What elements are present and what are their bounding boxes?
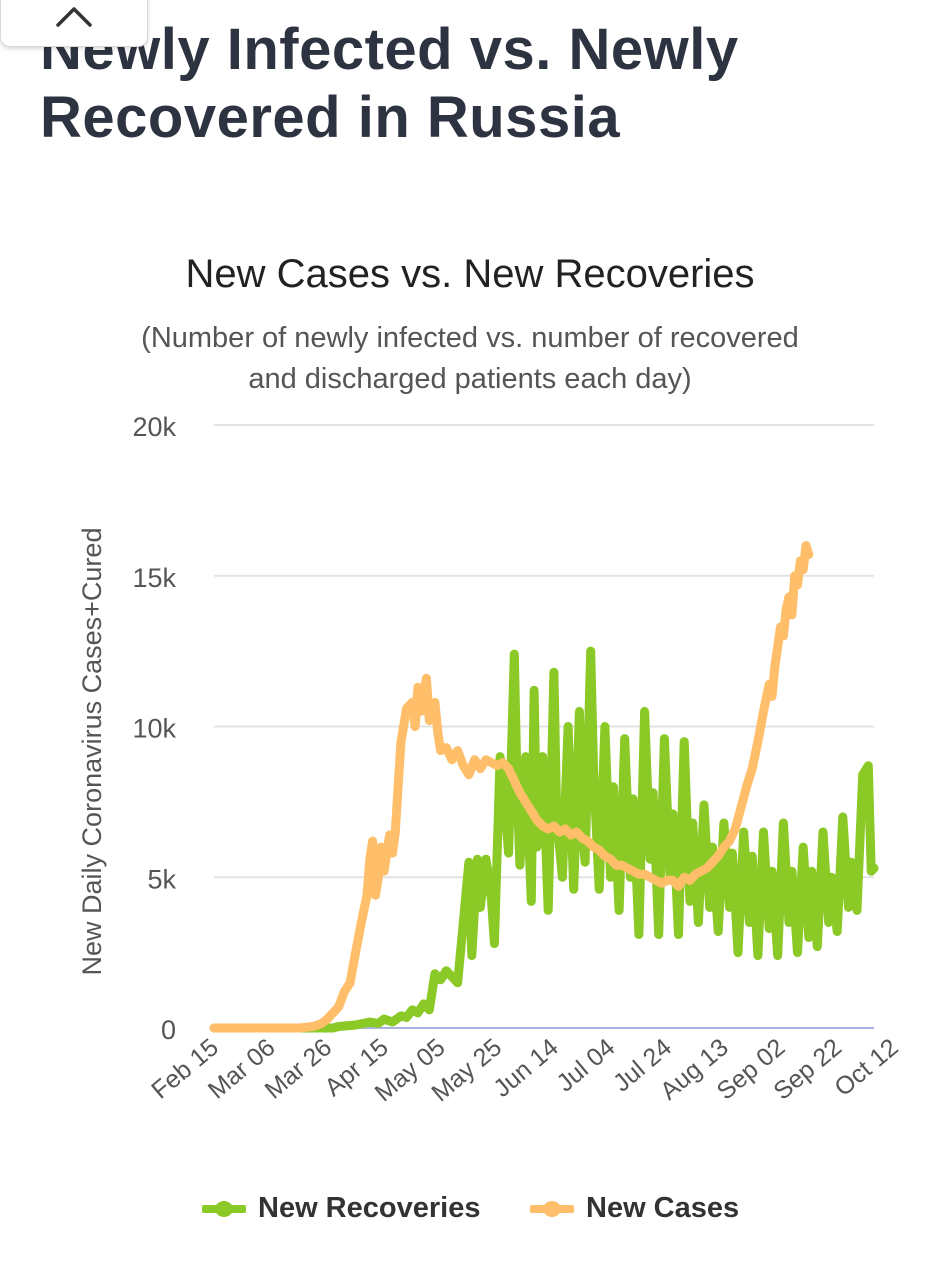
chart-subtitle: (Number of newly infected vs. number of … bbox=[141, 322, 799, 395]
legend-swatch-dot bbox=[543, 1201, 561, 1217]
legend-item-new-recoveries[interactable]: New Recoveries bbox=[202, 1188, 480, 1228]
legend-swatch-new-cases bbox=[530, 1201, 574, 1217]
legend-label-new-cases: New Cases bbox=[586, 1191, 740, 1224]
chevron-up-icon bbox=[56, 7, 92, 27]
legend-swatch-dot bbox=[215, 1201, 233, 1217]
legend-item-new-cases[interactable]: New Cases bbox=[530, 1188, 739, 1228]
x-tick-label: Jun 14 bbox=[488, 1033, 564, 1103]
page-title: Newly Infected vs. Newly Recovered in Ru… bbox=[40, 17, 739, 150]
legend-label-new-recoveries: New Recoveries bbox=[258, 1191, 481, 1224]
y-tick-label: 10k bbox=[132, 714, 176, 744]
series-line-new-recoveries bbox=[209, 646, 879, 1033]
y-tick-label: 15k bbox=[132, 563, 176, 593]
collapse-toggle[interactable] bbox=[0, 0, 148, 47]
y-axis-label: New Daily Coronavirus Cases+Cured bbox=[77, 528, 107, 976]
series-line-new-cases bbox=[209, 541, 814, 1033]
chart-title: New Cases vs. New Recoveries bbox=[185, 252, 755, 296]
y-tick-label: 0 bbox=[161, 1015, 176, 1045]
y-tick-label: 5k bbox=[147, 864, 176, 894]
x-tick-label: Jul 04 bbox=[551, 1033, 620, 1097]
legend-swatch-new-recoveries bbox=[202, 1201, 246, 1217]
x-tick-label: Oct 12 bbox=[829, 1033, 903, 1102]
y-tick-label: 20k bbox=[132, 412, 176, 442]
